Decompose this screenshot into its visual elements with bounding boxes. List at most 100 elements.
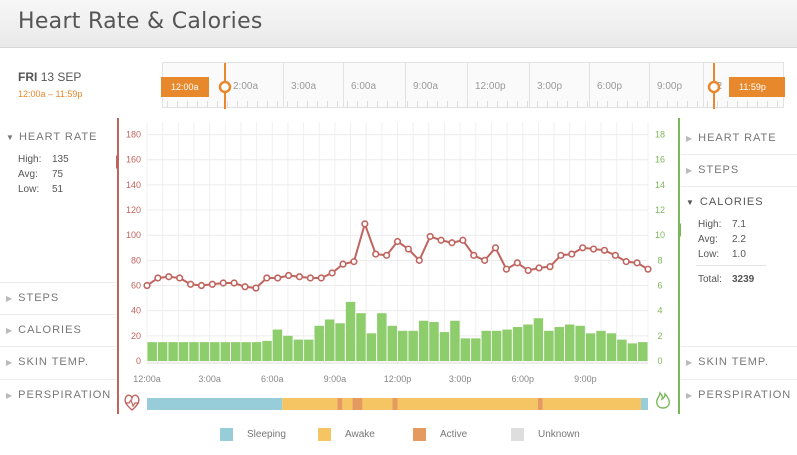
heart-rate-point (459, 236, 467, 244)
calorie-bar (606, 333, 617, 361)
timeline-scrubber[interactable]: 2:00a 3:00a 6:00a 9:00a 12:00p 3:00p 6:00p 9:00… (161, 62, 785, 109)
timeline-minor-tick (307, 101, 308, 107)
heart-rate-point (284, 271, 293, 280)
timeline-separator (343, 63, 344, 107)
timeline-start-flag[interactable]: 12:00a (161, 77, 209, 97)
timeline-minor-tick (457, 101, 458, 107)
heart-rate-point (481, 256, 489, 264)
flame-icon (656, 391, 670, 409)
heart-stat-value: 51 (52, 184, 64, 195)
chevron-right-icon: ▶ (686, 166, 694, 175)
calorie-bar (220, 342, 230, 361)
activity-segment-sleeping (640, 398, 648, 410)
chevron-right-icon: ▶ (686, 391, 694, 400)
timeline-minor-tick (417, 101, 418, 107)
calorie-bar (638, 342, 648, 361)
calorie-bar (272, 329, 283, 361)
calorie-bar (231, 342, 241, 361)
end-flag-label: 11:59p (739, 82, 766, 92)
heart-rate-point (186, 280, 195, 288)
heart-rate-point (600, 246, 609, 254)
timeline-separator (649, 63, 650, 107)
timeline-minor-tick (777, 101, 778, 107)
heart-icon (124, 394, 140, 411)
timeline-separator (283, 63, 284, 107)
timeline-end-flag[interactable]: 11:59p (729, 77, 785, 97)
date-range: 12:00a – 11:59p (18, 89, 83, 99)
heart-rate-point (361, 220, 369, 228)
right-divider (681, 186, 797, 187)
heart-rate-point (633, 259, 641, 267)
left-menu-item-steps[interactable]: ▶ STEPS (6, 292, 59, 304)
heart-rate-point (219, 279, 227, 287)
timeline-minor-tick (607, 101, 608, 107)
date-day: FRI (18, 70, 38, 84)
timeline-minor-tick (367, 101, 368, 107)
right-menu-item-heart-rate[interactable]: ▶ HEART RATE (686, 132, 777, 144)
chevron-right-icon: ▶ (686, 358, 694, 367)
left-menu-item-label: STEPS (18, 292, 60, 304)
timeline-minor-tick (767, 101, 768, 107)
left-panel (0, 122, 116, 410)
calorie-bar (481, 330, 491, 361)
left-menu-item-perspiration[interactable]: ▶ PERSPIRATION (6, 389, 111, 401)
right-menu-item-steps[interactable]: ▶ STEPS (686, 164, 739, 176)
heart-rate-point (535, 264, 543, 272)
left-menu-item-label: SKIN TEMP. (18, 356, 89, 368)
heart-rate-point (448, 239, 456, 247)
activity-segment-active (537, 398, 543, 410)
calorie-bar (335, 323, 345, 361)
calorie-bar (314, 325, 324, 361)
left-axis-tick-label: 0 (136, 356, 141, 366)
heart-rate-point (241, 283, 249, 291)
timeline-minor-tick (347, 101, 348, 107)
activity-segment-awake (542, 398, 641, 410)
right-menu-item-perspiration[interactable]: ▶ PERSPIRATION (686, 389, 791, 401)
left-menu-item-skin-temp-[interactable]: ▶ SKIN TEMP. (6, 356, 89, 368)
calorie-bar (491, 330, 502, 361)
calorie-bar (439, 332, 450, 361)
timeline-minor-tick (717, 101, 718, 107)
calorie-bar (408, 330, 418, 361)
heart-rate-point (524, 266, 532, 275)
right-menu-item-label: SKIN TEMP. (698, 356, 769, 368)
timeline-minor-tick (237, 101, 238, 107)
heart-rate-point (295, 273, 304, 281)
calorie-bar (262, 340, 272, 361)
left-axis-tick-label: 80 (131, 255, 141, 265)
calorie-bar (241, 342, 251, 361)
heart-rate-point (306, 274, 314, 282)
right-calories-header[interactable]: ▼ CALORIES (686, 196, 764, 208)
activity-segment-awake (362, 398, 393, 410)
right-divider (681, 346, 797, 347)
left-menu-item-label: CALORIES (18, 324, 82, 336)
calorie-bar (627, 343, 638, 361)
left-heart-rate-header[interactable]: ▼ HEART RATE (6, 131, 98, 143)
left-axis-tick-label: 20 (131, 331, 141, 341)
heart-rate-point (197, 281, 206, 290)
right-axis-tick-label: 14 (655, 180, 665, 190)
heart-rate-point (470, 251, 478, 259)
timeline-handles (218, 63, 721, 109)
left-divider (0, 379, 116, 380)
activity-segment-active (352, 398, 363, 410)
heart-rate-point (208, 280, 216, 288)
heart-rate-point (263, 274, 271, 282)
start-handle-knob[interactable] (218, 80, 232, 94)
heart-rate-point (502, 265, 511, 273)
heart-rate-point (437, 236, 445, 244)
stats-divider (696, 265, 766, 266)
left-menu-item-calories[interactable]: ▶ CALORIES (6, 324, 82, 336)
timeline-minor-tick (397, 101, 398, 107)
end-handle-knob[interactable] (707, 80, 721, 94)
right-axis-tick-label: 4 (657, 306, 662, 316)
timeline-separator (405, 63, 406, 107)
calorie-bar (199, 342, 210, 361)
right-menu-item-skin-temp-[interactable]: ▶ SKIN TEMP. (686, 356, 769, 368)
timeline-tick-label: 3:00a (291, 81, 317, 92)
calorie-bar (502, 329, 512, 361)
activity-segment-sleeping (147, 398, 283, 410)
calorie-bar (450, 320, 460, 361)
timeline-minor-tick (357, 101, 358, 107)
timeline-minor-tick (517, 101, 518, 107)
